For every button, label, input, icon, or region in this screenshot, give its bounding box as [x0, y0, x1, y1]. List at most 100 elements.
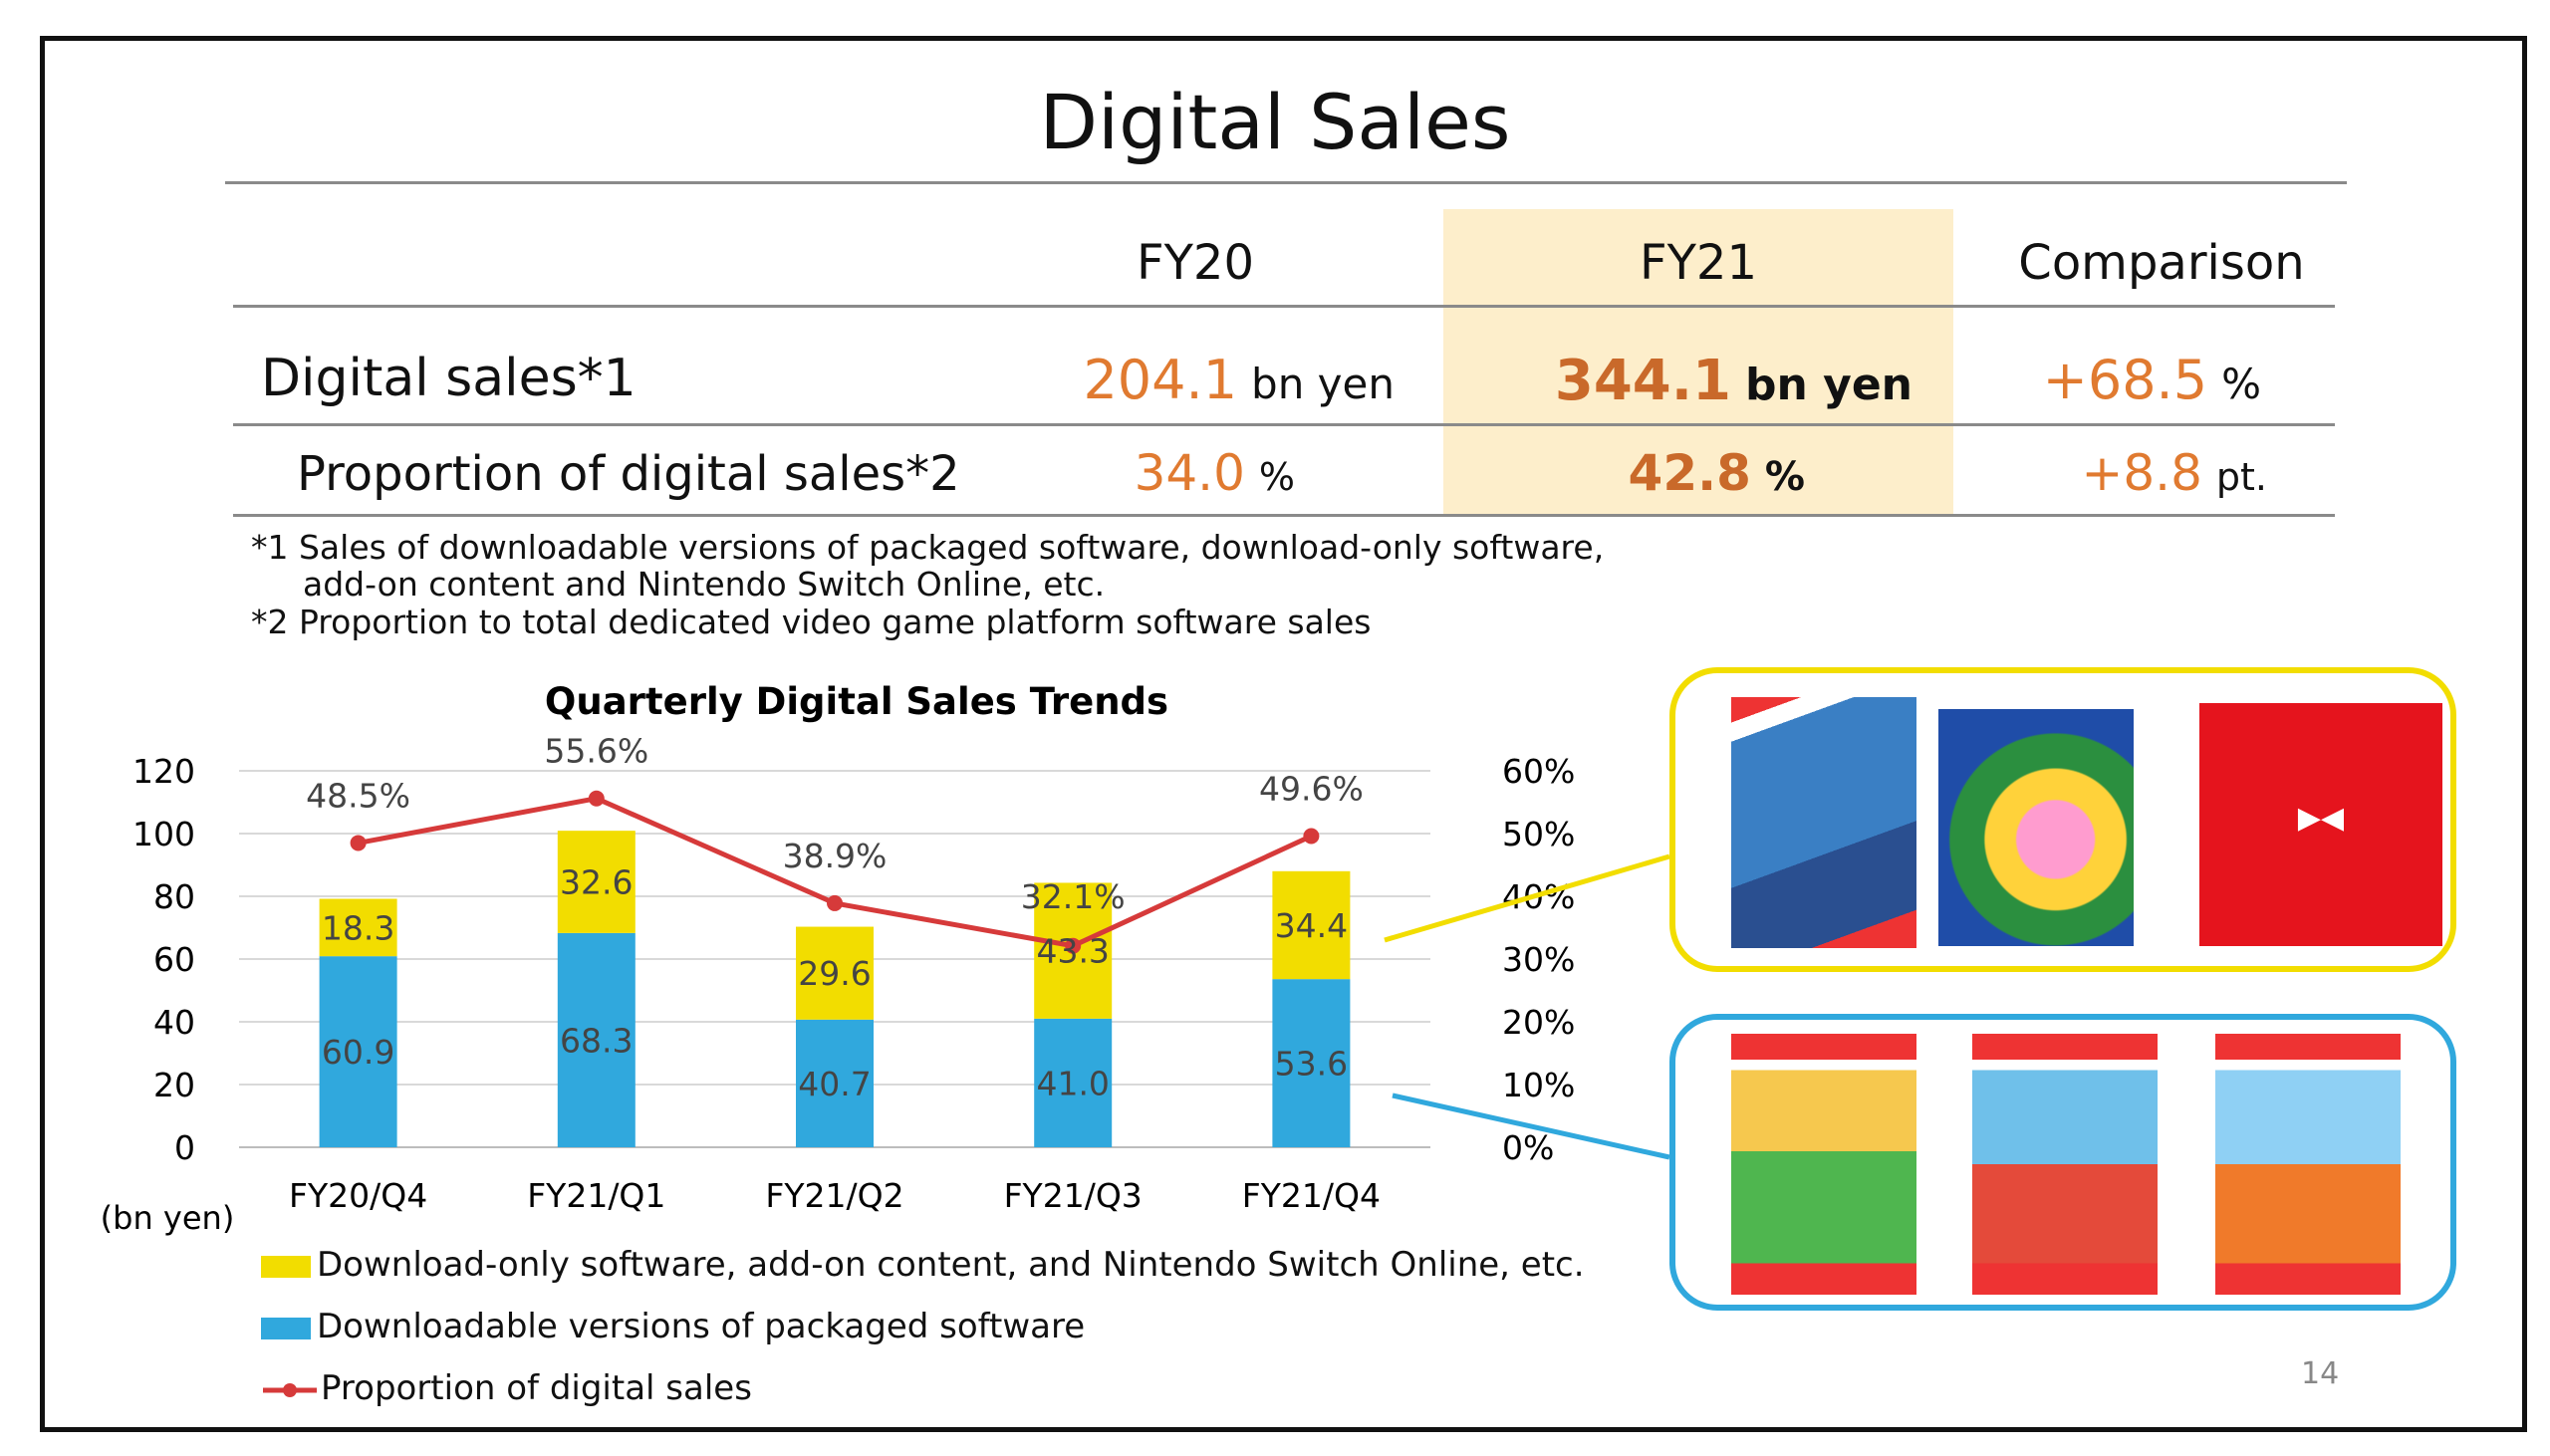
bar-value-label: 18.3 — [322, 908, 394, 947]
digital-sales-comparison-value: +68.5 — [2042, 349, 2208, 411]
legend-label-download-only: Download-only software, add-on content, … — [317, 1245, 1585, 1285]
nintendo-switch-online-icon: ▶◀ — [2199, 703, 2442, 946]
bar-value-label: 32.6 — [560, 863, 633, 902]
slide-frame — [40, 36, 2527, 1432]
digital-sales-fy21-value: 344.1 — [1554, 349, 1731, 413]
blue-callout-line — [1392, 1092, 1670, 1160]
super-mario-3d-world-bowsers-fury-icon — [2215, 1034, 2401, 1295]
y2-tick-label: 0% — [1502, 1128, 1554, 1167]
legend-line-marker — [263, 1382, 317, 1397]
proportion-label: 49.6% — [1259, 770, 1364, 809]
bar-download-only — [319, 898, 397, 957]
legend-item-downloadable: Downloadable versions of packaged softwa… — [261, 1307, 1085, 1346]
y-tick-label: 80 — [153, 877, 195, 916]
proportion-label: 38.9% — [783, 837, 888, 875]
note-2: *2 Proportion to total dedicated video g… — [251, 603, 1372, 641]
x-tick-label: FY21/Q4 — [1242, 1176, 1381, 1215]
proportion-fy21-value: 42.8 — [1628, 444, 1751, 502]
bar-downloadable — [1034, 1018, 1113, 1147]
y2-tick-label: 50% — [1502, 815, 1575, 853]
bar-value-label: 68.3 — [560, 1021, 633, 1060]
legend-swatch-blue — [261, 1317, 311, 1339]
chart-title: Quarterly Digital Sales Trends — [545, 680, 1168, 723]
page-number: 14 — [2301, 1356, 2340, 1391]
row-label-proportion: Proportion of digital sales*2 — [297, 446, 960, 502]
x-tick-label: FY20/Q4 — [289, 1176, 427, 1215]
animal-crossing-icon — [1731, 1034, 1916, 1295]
note-1-continued: add-on content and Nintendo Switch Onlin… — [303, 565, 1106, 604]
y-tick-label: 0 — [174, 1128, 195, 1167]
fy21-highlight — [1443, 209, 1953, 515]
title-rule — [225, 181, 2347, 184]
legend-item-download-only: Download-only software, add-on content, … — [261, 1245, 1585, 1285]
page-title: Digital Sales — [1039, 78, 1511, 166]
bar-value-label: 29.6 — [798, 954, 871, 993]
x-tick-label: FY21/Q2 — [765, 1176, 903, 1215]
legend-item-proportion: Proportion of digital sales — [261, 1368, 752, 1408]
bar-value-label: 60.9 — [322, 1033, 394, 1072]
y-tick-label: 100 — [132, 815, 195, 853]
proportion-fy20-value: 34.0 — [1134, 444, 1245, 502]
proportion-comparison: +8.8 pt. — [2081, 444, 2267, 502]
x-tick-label: FY21/Q1 — [527, 1176, 665, 1215]
proportion-label: 32.1% — [1021, 877, 1126, 916]
y2-tick-label: 20% — [1502, 1003, 1575, 1042]
y2-tick-label: 60% — [1502, 752, 1575, 791]
proportion-fy20: 34.0% — [1135, 444, 1295, 502]
bar-download-only — [557, 831, 636, 933]
legend-label-downloadable: Downloadable versions of packaged softwa… — [317, 1307, 1086, 1346]
bar-downloadable — [557, 932, 636, 1147]
header-comparison: Comparison — [2018, 235, 2305, 291]
y2-tick-label: 10% — [1502, 1066, 1575, 1104]
table-header-rule — [233, 305, 2335, 308]
legend-label-proportion: Proportion of digital sales — [321, 1368, 752, 1408]
y-tick-label: 40 — [153, 1003, 195, 1042]
proportion-fy21-unit: % — [1764, 454, 1805, 500]
bar-download-only — [796, 926, 874, 1020]
proportion-comparison-value: +8.8 — [2081, 444, 2202, 502]
digital-sales-fy20-value: 204.1 — [1083, 349, 1238, 411]
proportion-point — [588, 790, 605, 807]
digital-sales-comparison: +68.5% — [2043, 349, 2261, 411]
yellow-game-panel: ▶◀ — [1669, 667, 2456, 972]
digital-sales-fy20: 204.1 bn yen — [1083, 349, 1395, 411]
proportion-comparison-unit: pt. — [2215, 455, 2267, 499]
kirby-fighters-2-icon — [1938, 709, 2134, 946]
y-tick-label: 60 — [153, 940, 195, 979]
yellow-callout-line — [1384, 853, 1670, 943]
bar-download-only — [1272, 870, 1351, 980]
super-mario-3d-all-stars-icon — [1972, 1034, 2158, 1295]
bar-downloadable — [796, 1019, 874, 1147]
bar-downloadable — [1272, 979, 1351, 1147]
proportion-fy20-unit: % — [1258, 455, 1295, 499]
row-label-digital-sales: Digital sales*1 — [261, 349, 637, 408]
proportion-point — [1065, 937, 1082, 954]
bar-downloadable — [319, 956, 397, 1147]
bar-value-label: 53.6 — [1275, 1045, 1348, 1084]
blue-game-panel — [1669, 1014, 2456, 1311]
proportion-label: 55.6% — [544, 732, 648, 771]
proportion-point — [350, 835, 367, 851]
digital-sales-comparison-unit: % — [2221, 360, 2261, 408]
proportion-label: 48.5% — [306, 776, 410, 815]
bar-value-label: 34.4 — [1275, 906, 1348, 945]
x-tick-label: FY21/Q3 — [1004, 1176, 1143, 1215]
header-fy20: FY20 — [1136, 235, 1254, 291]
proportion-point — [827, 894, 843, 911]
note-1: *1 Sales of downloadable versions of pac… — [251, 528, 1605, 567]
proportion-fy21: 42.8% — [1629, 444, 1805, 502]
bar-value-label: 41.0 — [1036, 1064, 1109, 1102]
y-axis-label: (bn yen) — [101, 1199, 235, 1237]
table-bottom-rule — [233, 514, 2335, 517]
legend-swatch-yellow — [261, 1255, 311, 1278]
digital-sales-fy21: 344.1 bn yen — [1555, 349, 1912, 413]
digital-sales-fy21-unit: bn yen — [1745, 360, 1912, 410]
header-fy21: FY21 — [1639, 235, 1757, 291]
y-tick-label: 120 — [132, 752, 195, 791]
y2-tick-label: 30% — [1502, 940, 1575, 979]
proportion-point — [1303, 828, 1320, 845]
digital-sales-fy20-unit: bn yen — [1251, 360, 1395, 408]
y-tick-label: 20 — [153, 1066, 195, 1104]
table-row-rule — [233, 423, 2335, 426]
